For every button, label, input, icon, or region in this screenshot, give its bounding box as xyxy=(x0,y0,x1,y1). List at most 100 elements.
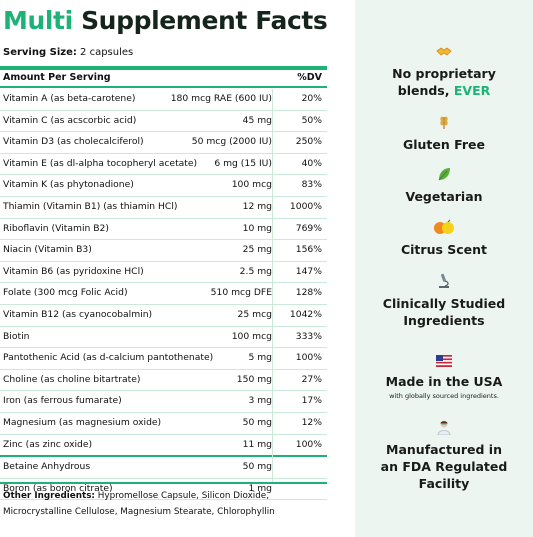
nutrient-name: Boron (as boron citrate) xyxy=(3,482,113,494)
claim-citrus-scent: Citrus Scent xyxy=(355,219,533,258)
serving-label: Serving Size: xyxy=(3,47,77,58)
thick-divider xyxy=(0,66,327,70)
table-row: Vitamin E (as dl-alpha tocopheryl acetat… xyxy=(0,154,327,176)
nutrient-dv: 1000% xyxy=(289,200,322,212)
us-flag-icon xyxy=(436,355,452,367)
nutrient-dv: 20% xyxy=(301,93,322,104)
claim-fda-facility: Manufactured in an FDA Regulated Facility xyxy=(355,419,533,492)
nutrient-amount: 100 mcg xyxy=(231,330,272,342)
nutrient-dv: 40% xyxy=(301,157,322,169)
nutrient-amount: 50 mcg (2000 IU) xyxy=(191,136,272,148)
claim-7-line1: Manufactured in xyxy=(386,442,502,457)
nutrient-amount: 150 mg xyxy=(236,373,272,385)
nutrient-amount: 50 mg xyxy=(242,416,272,428)
claim-gluten-free: Gluten Free xyxy=(355,114,533,153)
title-accent: Multi xyxy=(3,6,73,35)
nutrient-name: Vitamin D3 (as cholecalciferol) xyxy=(3,136,144,148)
nutrient-amount: 1 mg xyxy=(248,482,272,494)
wheat-icon xyxy=(440,116,448,129)
bottom-divider xyxy=(0,482,327,484)
table-row: Thiamin (Vitamin B1) (as thiamin HCl) 12 … xyxy=(0,197,327,219)
table-row: Boron (as boron citrate) 1 mg xyxy=(0,479,327,501)
nutrient-dv: 83% xyxy=(301,179,322,191)
nutrient-dv: 27% xyxy=(301,373,322,385)
nutrient-amount: 100 mcg xyxy=(231,179,272,191)
nutrient-amount: 2.5 mg xyxy=(239,265,272,277)
serving-value: 2 capsules xyxy=(80,47,134,58)
table-header: Amount Per Serving %DV xyxy=(0,70,327,86)
nutrient-amount: 5 mg xyxy=(248,352,272,364)
page-title: Multi Supplement Facts xyxy=(3,6,328,35)
claim-4-text: Citrus Scent xyxy=(400,242,488,257)
nutrient-name: Choline (as choline bitartrate) xyxy=(3,373,141,385)
claims-panel: No proprietary blends, EVER Gluten Free V… xyxy=(355,0,533,537)
serving-size: Serving Size: 2 capsules xyxy=(3,47,133,58)
other-ingredients-text: Hypromellose Capsule, Silicon Dioxide, M… xyxy=(3,491,275,517)
nutrient-name: Magnesium (as magnesium oxide) xyxy=(3,416,162,428)
nutrient-dv: 100% xyxy=(295,438,322,450)
claim-no-proprietary: No proprietary blends, EVER xyxy=(355,43,533,99)
nutrient-name: Biotin xyxy=(3,330,30,342)
nutrient-amount: 25 mg xyxy=(242,244,272,256)
claim-7-line3: Facility xyxy=(418,476,470,491)
nutrient-name: Riboflavin (Vitamin B2) xyxy=(3,222,109,234)
claim-1-line1: No proprietary xyxy=(392,66,496,81)
nutrient-dv: 17% xyxy=(301,395,322,407)
nutrient-dv: 100% xyxy=(295,352,322,364)
header-divider xyxy=(0,86,327,88)
table-row: Folate (300 mcg Folic Acid) 510 mcg DFE 12… xyxy=(0,283,327,305)
microscope-icon xyxy=(439,273,449,288)
nutrient-amount: 25 mcg xyxy=(237,308,272,320)
nutrient-amount: 510 mcg DFE xyxy=(210,287,272,299)
nutrient-amount: 3 mg xyxy=(248,395,272,407)
claim-2-text: Gluten Free xyxy=(402,137,485,152)
title-rest: Supplement Facts xyxy=(81,6,328,35)
nutrient-name: Folate (300 mcg Folic Acid) xyxy=(3,287,128,299)
table-row: Zinc (as zinc oxide) 11 mg 100% xyxy=(0,435,327,458)
nutrient-dv: 250% xyxy=(295,136,322,148)
nutrient-name: Betaine Anhydrous xyxy=(3,461,91,473)
header-dv: %DV xyxy=(297,72,322,83)
nutrient-name: Zinc (as zinc oxide) xyxy=(3,438,93,450)
nutrient-amount: 180 mcg RAE (600 IU) xyxy=(170,93,272,104)
claim-7-line2: an FDA Regulated xyxy=(380,459,508,474)
citrus-icon xyxy=(434,219,454,234)
nutrient-table: Vitamin A (as beta-carotene) 180 mcg RAE … xyxy=(0,89,327,501)
scientist-icon xyxy=(437,420,451,435)
claim-5-line2: Ingredients xyxy=(403,313,485,328)
table-row: Vitamin B6 (as pyridoxine HCl) 2.5 mg 147% xyxy=(0,262,327,284)
nutrient-dv: 1042% xyxy=(289,308,322,320)
nutrient-dv: 12% xyxy=(301,416,322,428)
table-row: Vitamin K (as phytonadione) 100 mcg 83% xyxy=(0,175,327,197)
nutrient-dv: 128% xyxy=(295,287,322,299)
nutrient-name: Pantothenic Acid (as d-calcium pantothen… xyxy=(3,352,214,364)
claim-1-highlight: EVER xyxy=(453,83,491,98)
nutrient-amount: 12 mg xyxy=(242,200,272,212)
claim-1-line2: blends, xyxy=(397,83,450,98)
nutrient-name: Thiamin (Vitamin B1) (as thiamin HCl) xyxy=(3,200,178,212)
claim-6-sub: with globally sourced ingredients. xyxy=(389,392,499,400)
table-row: Magnesium (as magnesium oxide) 50 mg 12% xyxy=(0,413,327,435)
other-ingredients: Other Ingredients: Hypromellose Capsule,… xyxy=(3,488,325,520)
table-row: Riboflavin (Vitamin B2) 10 mg 769% xyxy=(0,219,327,241)
nutrient-name: Vitamin C (as acscorbic acid) xyxy=(3,114,137,126)
table-row: Betaine Anhydrous 50 mg xyxy=(0,457,327,479)
nutrient-dv: 50% xyxy=(301,114,322,126)
table-row: Niacin (Vitamin B3) 25 mg 156% xyxy=(0,240,327,262)
nutrient-amount: 10 mg xyxy=(242,222,272,234)
nutrient-amount: 50 mg xyxy=(242,461,272,473)
nutrient-name: Niacin (Vitamin B3) xyxy=(3,244,92,256)
nutrient-name: Vitamin B12 (as cyanocobalmin) xyxy=(3,308,153,320)
claim-vegetarian: Vegetarian xyxy=(355,166,533,205)
table-row: Biotin 100 mcg 333% xyxy=(0,327,327,349)
claim-clinically-studied: Clinically Studied Ingredients xyxy=(355,273,533,329)
nutrient-dv: 156% xyxy=(295,244,322,256)
nutrient-amount: 6 mg (15 IU) xyxy=(214,157,272,169)
nutrient-name: Iron (as ferrous fumarate) xyxy=(3,395,122,407)
nutrient-name: Vitamin A (as beta-carotene) xyxy=(3,93,136,104)
table-row: Vitamin C (as acscorbic acid) 45 mg 50% xyxy=(0,111,327,133)
nutrient-amount: 11 mg xyxy=(242,438,272,450)
nutrient-amount: 45 mg xyxy=(242,114,272,126)
other-ingredients-label: Other Ingredients: xyxy=(3,491,95,501)
table-row: Vitamin D3 (as cholecalciferol) 50 mcg (2… xyxy=(0,132,327,154)
